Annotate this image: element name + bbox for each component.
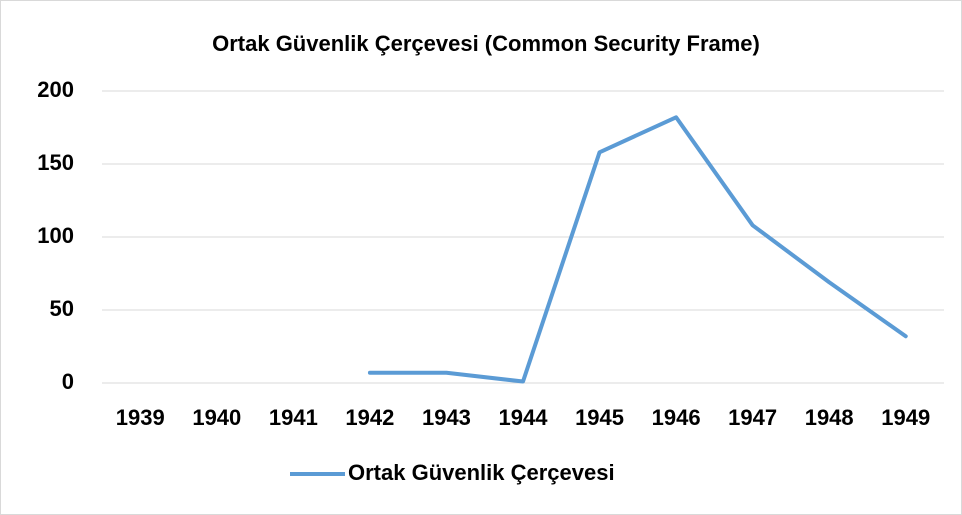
x-tick-label: 1940 <box>192 405 241 430</box>
legend-label: Ortak Güvenlik Çerçevesi <box>348 460 615 485</box>
y-tick-label: 50 <box>50 296 74 321</box>
x-tick-label: 1942 <box>345 405 394 430</box>
y-tick-label: 150 <box>37 150 74 175</box>
x-tick-label: 1948 <box>805 405 854 430</box>
x-tick-label: 1939 <box>116 405 165 430</box>
y-tick-label: 0 <box>62 369 74 394</box>
x-tick-label: 1949 <box>881 405 930 430</box>
chart-title: Ortak Güvenlik Çerçevesi (Common Securit… <box>212 31 760 56</box>
x-tick-label: 1945 <box>575 405 624 430</box>
x-tick-label: 1943 <box>422 405 471 430</box>
y-tick-label: 200 <box>37 77 74 102</box>
data-line <box>367 115 908 384</box>
y-tick-label: 100 <box>37 223 74 248</box>
x-tick-label: 1947 <box>728 405 777 430</box>
x-tick-label: 1941 <box>269 405 318 430</box>
x-tick-label: 1946 <box>652 405 701 430</box>
x-tick-label: 1944 <box>499 405 549 430</box>
